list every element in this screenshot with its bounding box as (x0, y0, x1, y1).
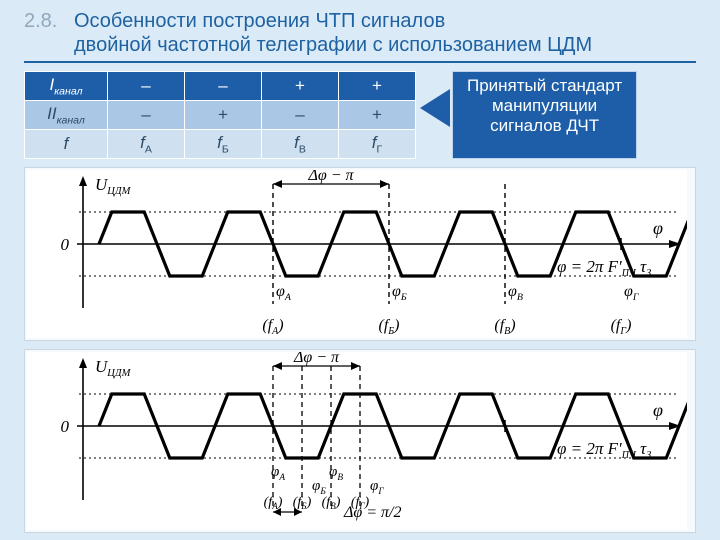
cell: – (108, 72, 185, 101)
figure2-svg: UЦДМ0φφ = 2π F′ПЧ τЗφА(fА)φБ(fБ)φВ(fВ)φГ… (27, 352, 687, 530)
svg-text:(fА): (fА) (262, 317, 283, 337)
svg-text:(fВ): (fВ) (494, 317, 515, 337)
section-number: 2.8. (24, 10, 74, 33)
cell: + (339, 72, 416, 101)
heading: 2.8. Особенности построения ЧТП сигналов… (24, 10, 696, 63)
callout-line1: Принятый стандарт (467, 76, 622, 95)
svg-text:φВ: φВ (508, 283, 523, 303)
svg-text:(fВ): (fВ) (322, 495, 341, 511)
svg-text:Δφ = π/2: Δφ = π/2 (343, 504, 402, 521)
cell: + (185, 101, 262, 130)
svg-text:φГ: φГ (624, 283, 639, 303)
svg-text:φА: φА (276, 283, 292, 303)
svg-text:Δφ − π: Δφ − π (293, 352, 340, 366)
cell: – (108, 101, 185, 130)
cell: fГ (339, 130, 416, 159)
figure2-panel: UЦДМ0φφ = 2π F′ПЧ τЗφА(fА)φБ(fБ)φВ(fВ)φГ… (24, 349, 696, 533)
row1-head: Iканал (25, 72, 108, 101)
cell: fА (108, 130, 185, 159)
svg-text:(fБ): (fБ) (293, 495, 312, 511)
cell: – (185, 72, 262, 101)
row2-head: IIканал (25, 101, 108, 130)
title-line1: Особенности построения ЧТП сигналов (74, 10, 445, 32)
callout-line3: сигналов ДЧТ (490, 116, 599, 135)
title: Особенности построения ЧТП сигналов двой… (74, 10, 592, 57)
svg-text:φ: φ (653, 400, 663, 420)
cell: – (262, 101, 339, 130)
svg-text:0: 0 (61, 235, 70, 254)
svg-text:φА: φА (271, 464, 285, 483)
channel-frequency-table: Iканал – – + + IIканал – + – + f fА fБ f… (24, 71, 416, 159)
figure1-svg: UЦДМ0φφ = 2π F′ПЧ τЗφА(fА)φБ(fБ)φВ(fВ)φГ… (27, 170, 687, 338)
svg-text:Δφ − π: Δφ − π (307, 170, 354, 184)
svg-text:φВ: φВ (329, 464, 343, 483)
svg-text:UЦДМ: UЦДМ (95, 357, 132, 379)
svg-text:(fГ): (fГ) (611, 317, 632, 337)
top-row: Iканал – – + + IIканал – + – + f fА fБ f… (24, 71, 696, 159)
svg-text:(fБ): (fБ) (378, 317, 399, 337)
cell: + (339, 101, 416, 130)
svg-text:φБ: φБ (392, 283, 407, 303)
cell: + (262, 72, 339, 101)
svg-text:φГ: φГ (370, 478, 384, 497)
callout-line2: манипуляции (492, 96, 597, 115)
title-line2: двойной частотной телеграфии с использов… (74, 34, 592, 56)
svg-text:φ: φ (653, 218, 663, 238)
callout-box: Принятый стандарт манипуляции сигналов Д… (452, 71, 637, 159)
arrow-left-icon (416, 71, 452, 159)
svg-text:0: 0 (61, 417, 70, 436)
cell: fВ (262, 130, 339, 159)
row3-head: f (25, 130, 108, 159)
slide: 2.8. Особенности построения ЧТП сигналов… (0, 0, 720, 540)
cell: fБ (185, 130, 262, 159)
svg-text:UЦДМ: UЦДМ (95, 175, 132, 197)
figure1-panel: UЦДМ0φφ = 2π F′ПЧ τЗφА(fА)φБ(fБ)φВ(fВ)φГ… (24, 167, 696, 341)
